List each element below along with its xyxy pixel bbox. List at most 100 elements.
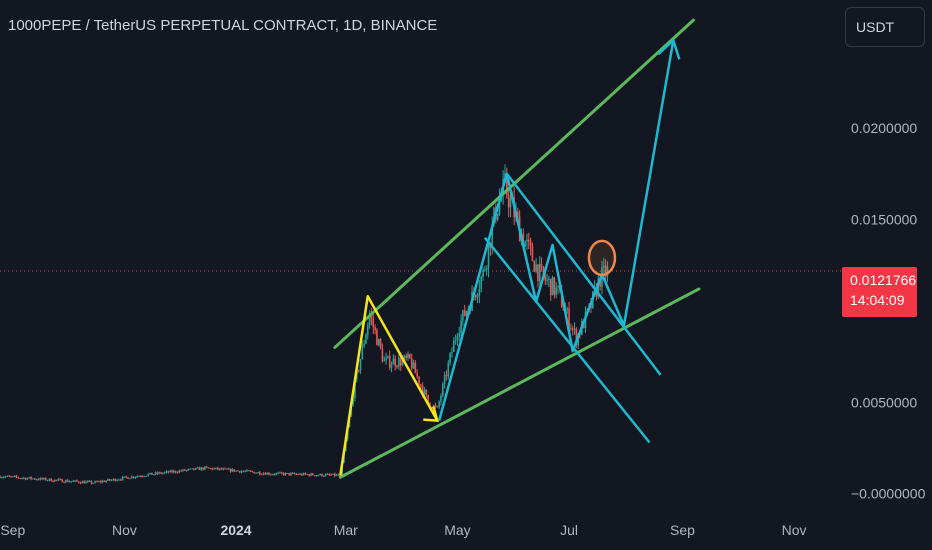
candle-body xyxy=(551,277,554,296)
candle-body xyxy=(116,479,118,481)
candle-body xyxy=(535,264,537,272)
x-tick-label: Mar xyxy=(334,522,358,538)
candle-body xyxy=(392,358,395,365)
candle-body xyxy=(454,339,457,341)
candle-body xyxy=(335,474,338,476)
candle-body xyxy=(244,471,246,473)
candle-body xyxy=(33,478,36,480)
candle-body xyxy=(440,395,442,402)
candle-body xyxy=(566,308,569,310)
candle-body xyxy=(35,479,38,481)
candle-body xyxy=(366,325,369,335)
candle-body xyxy=(533,261,536,272)
candle-body xyxy=(99,481,102,483)
candle-body xyxy=(68,481,71,483)
candle-body xyxy=(85,481,87,484)
candle-body xyxy=(21,478,23,480)
candle-body xyxy=(280,472,283,474)
candle-body xyxy=(269,474,272,476)
candle-body xyxy=(198,467,201,470)
candle-body xyxy=(242,471,245,473)
candle-body xyxy=(17,477,20,479)
candle-body xyxy=(312,473,314,476)
candle-body xyxy=(178,470,181,473)
candle-body xyxy=(381,347,384,361)
candle-body xyxy=(1,477,3,479)
candle-body xyxy=(158,472,160,474)
candle-body xyxy=(328,473,331,475)
candle-body xyxy=(22,477,25,479)
candle-body xyxy=(377,339,380,346)
candle-body xyxy=(24,477,27,480)
candle-body xyxy=(183,469,186,471)
candle-body xyxy=(436,406,439,408)
candle-body xyxy=(240,471,243,473)
candle-body xyxy=(452,340,455,352)
candle-body xyxy=(255,472,257,474)
candle-body xyxy=(152,474,155,476)
candle-body xyxy=(540,264,543,267)
candle-body xyxy=(213,468,215,470)
candle-body xyxy=(506,173,508,196)
candle-body xyxy=(396,366,398,368)
candle-body xyxy=(478,288,481,296)
currency-unit-button[interactable]: USDT xyxy=(845,7,925,47)
channel-trendline xyxy=(338,287,701,479)
candle-body xyxy=(458,333,461,337)
candle-body xyxy=(571,328,574,330)
candle-body xyxy=(196,467,199,469)
chart-title: 1000PEPE / TetherUS PERPETUAL CONTRACT, … xyxy=(8,17,438,34)
candle-body xyxy=(59,479,62,481)
candle-body xyxy=(524,241,526,247)
bar-countdown: 14:04:09 xyxy=(850,292,905,308)
candle-body xyxy=(251,471,254,473)
candle-body xyxy=(604,265,607,277)
candle-body xyxy=(165,471,168,473)
candle-body xyxy=(26,478,29,480)
candle-body xyxy=(295,474,298,476)
candle-body xyxy=(138,476,140,478)
candle-body xyxy=(65,480,67,483)
candle-body xyxy=(129,478,131,480)
candle-body xyxy=(224,468,226,470)
candle-body xyxy=(41,477,43,480)
candle-body xyxy=(257,472,259,474)
candle-body xyxy=(315,475,318,477)
candle-body xyxy=(193,468,195,470)
yellow-arrow-head xyxy=(423,406,439,422)
candle-body xyxy=(376,329,378,346)
candle-body xyxy=(324,474,327,476)
candle-body xyxy=(13,476,16,478)
candle-body xyxy=(0,476,1,478)
candle-body xyxy=(334,473,336,476)
candle-body xyxy=(130,476,133,479)
candle-body xyxy=(123,476,126,478)
candle-body xyxy=(308,474,311,476)
candle-body xyxy=(399,357,402,366)
candle-body xyxy=(96,481,98,483)
arrow-head xyxy=(657,38,681,60)
candle-body xyxy=(354,379,356,398)
candle-body xyxy=(19,477,21,479)
candle-body xyxy=(105,480,107,482)
candle-body xyxy=(304,473,307,475)
candle-body xyxy=(526,239,528,242)
candle-body xyxy=(108,479,111,481)
candle-body xyxy=(227,468,230,470)
candle-body xyxy=(15,476,18,478)
candle-body xyxy=(237,470,239,472)
candle-body xyxy=(248,470,250,472)
candle-body xyxy=(187,469,190,471)
x-tick-label: Sep xyxy=(0,522,25,538)
candle-body xyxy=(101,480,104,483)
candle-body xyxy=(43,478,45,480)
x-tick-label: Nov xyxy=(112,522,137,538)
candle-body xyxy=(602,265,605,267)
candle-body xyxy=(147,474,150,476)
candle-body xyxy=(90,481,93,484)
candle-body xyxy=(299,473,301,475)
y-axis-ticks: 0.02500000.02000000.01500000.01000000.00… xyxy=(851,29,926,502)
candle-body xyxy=(398,357,400,367)
candle-body xyxy=(149,472,151,475)
